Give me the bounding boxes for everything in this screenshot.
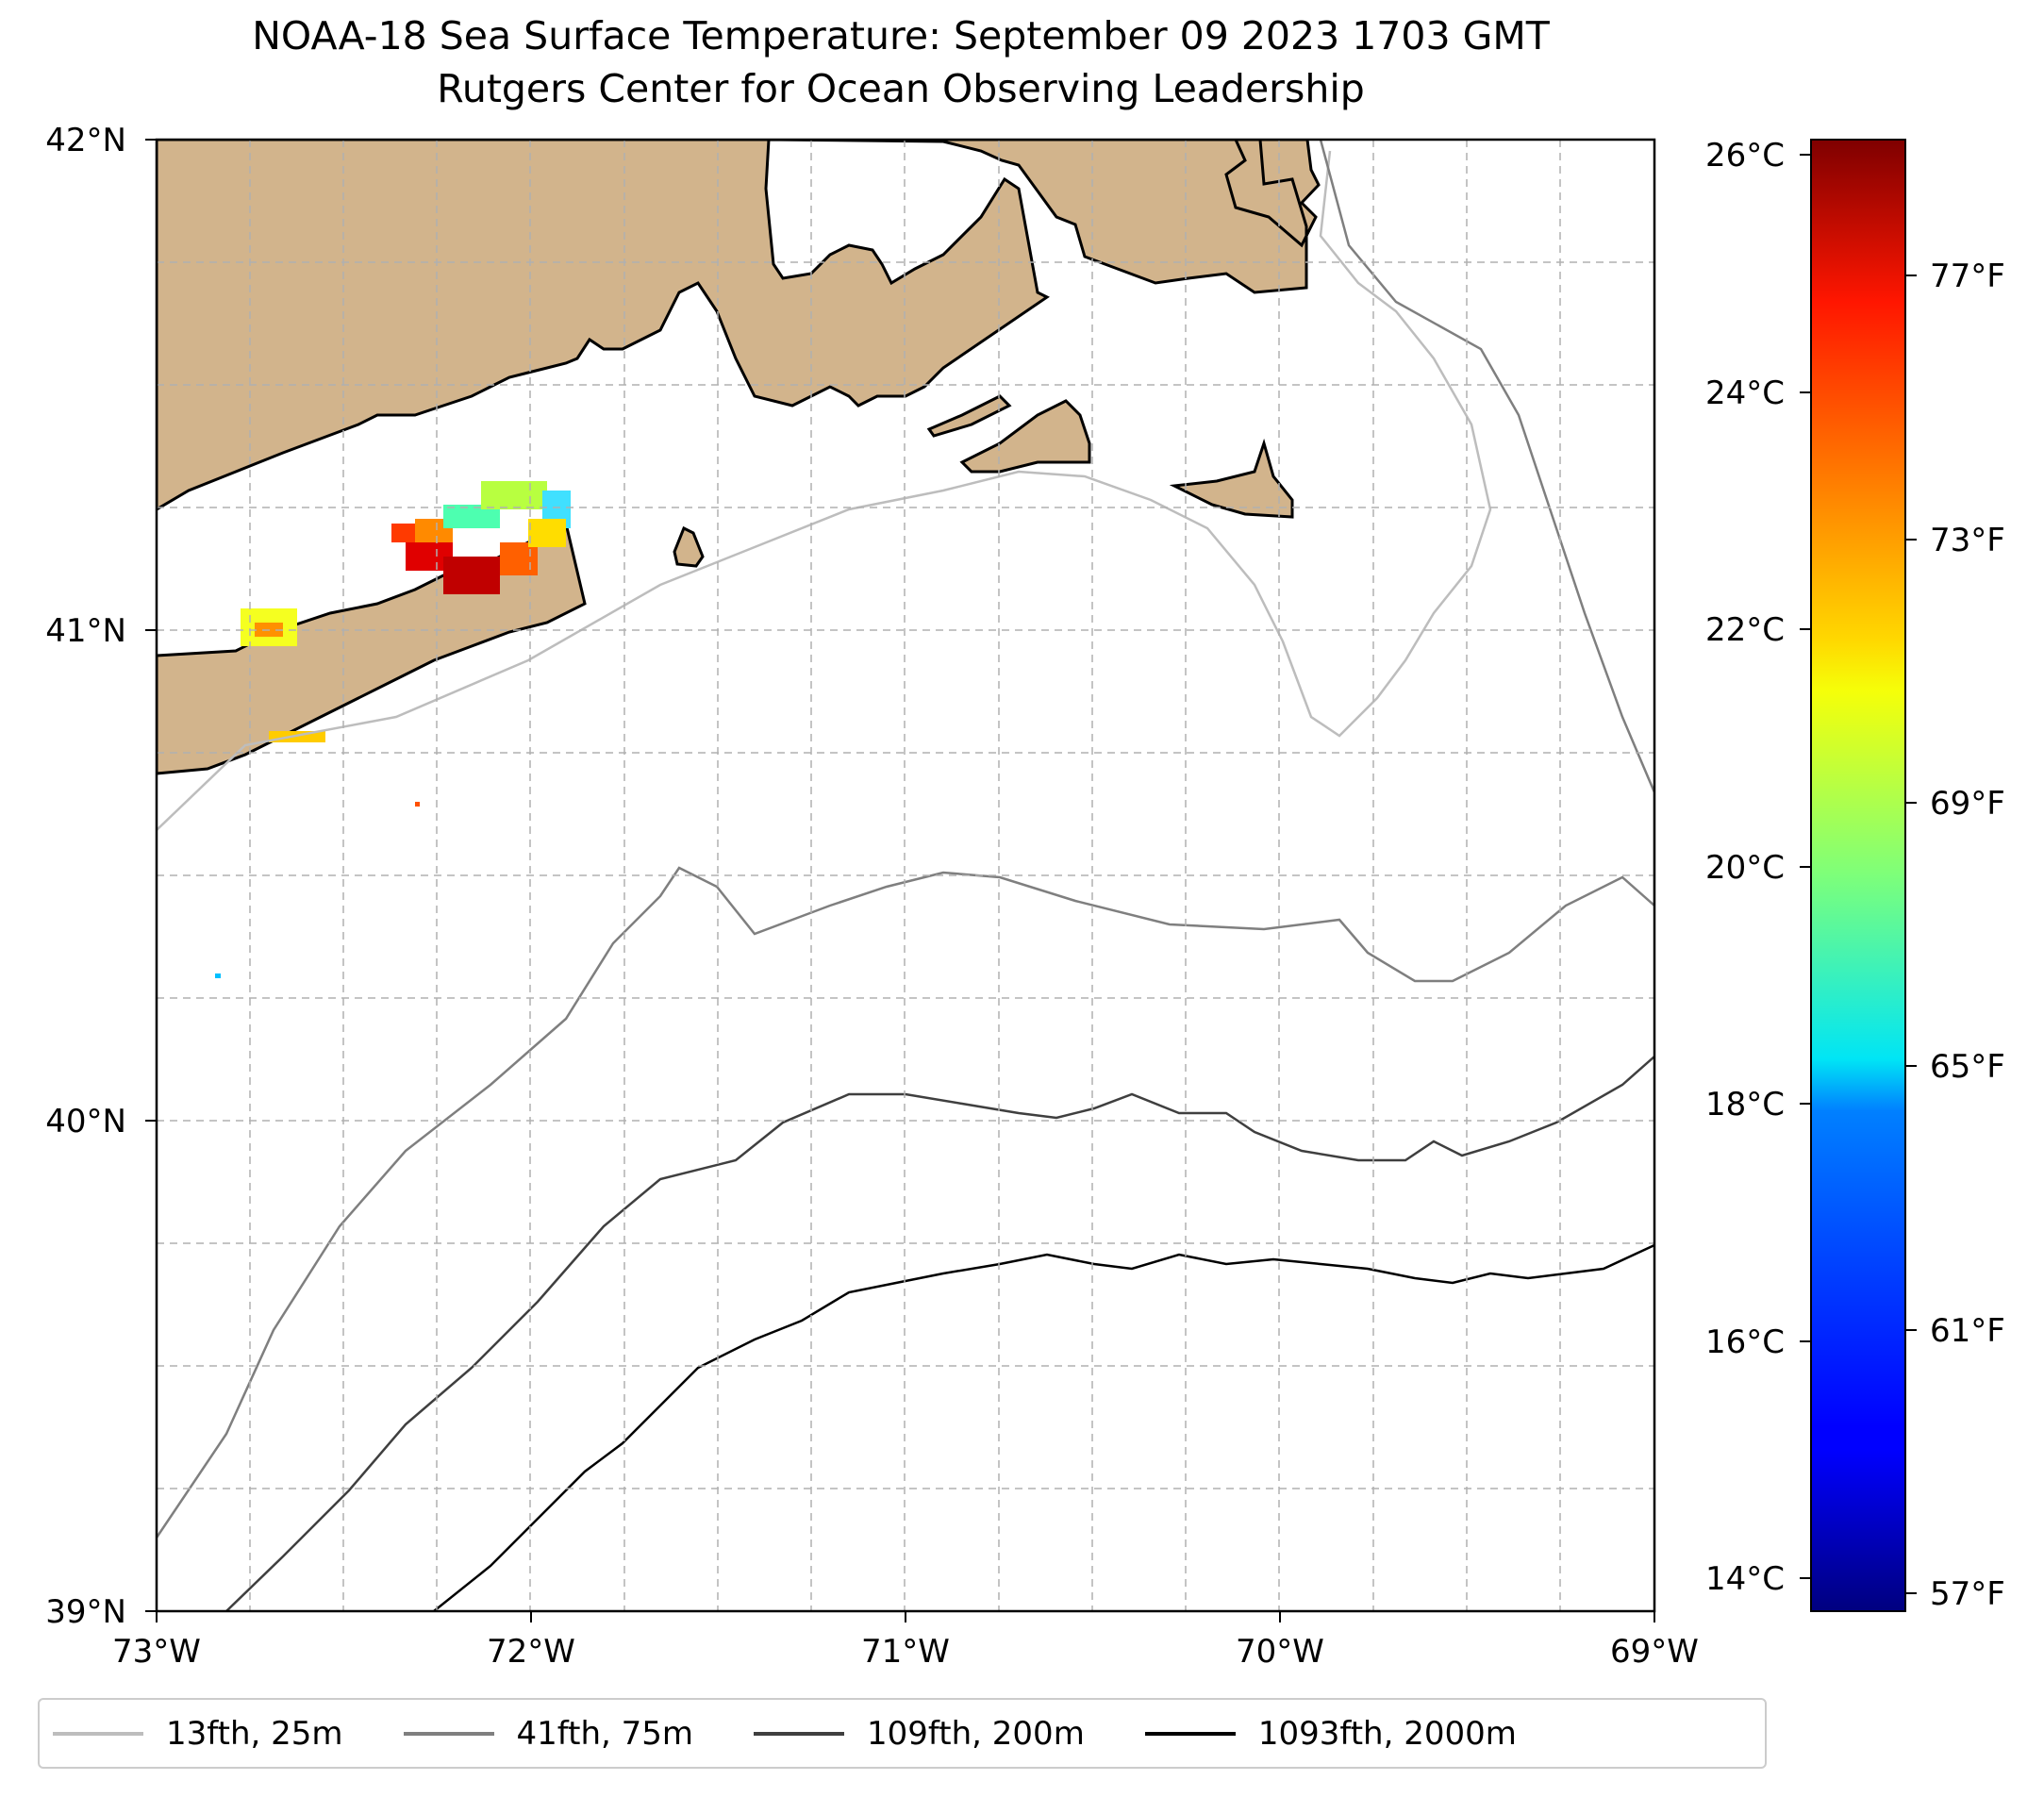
legend-label: 13fth, 25m	[166, 1714, 343, 1753]
legend-swatch	[1144, 1731, 1236, 1736]
lon-tick-label: 71°W	[861, 1633, 950, 1671]
lat-tick-label: 40°N	[45, 1103, 126, 1140]
celsius-tick-label: 22°C	[1705, 611, 1785, 649]
legend-swatch	[754, 1731, 845, 1736]
map-grid	[157, 140, 1654, 1611]
celsius-tick-label: 18°C	[1705, 1086, 1785, 1123]
legend-label: 1093fth, 2000m	[1257, 1714, 1517, 1753]
lon-tick-label: 72°W	[487, 1633, 575, 1671]
legend-item-25m: 13fth, 25m	[53, 1715, 343, 1753]
contour-200m	[225, 1056, 1654, 1611]
sst-patch	[528, 519, 566, 547]
land-connecticut-mass-ri	[157, 140, 1321, 511]
fahrenheit-tick-label: 57°F	[1930, 1575, 2005, 1613]
land-block-island	[673, 525, 705, 568]
contour-25m	[157, 150, 1492, 831]
celsius-tick-label: 20°C	[1705, 849, 1785, 887]
fahrenheit-tick-label: 65°F	[1930, 1048, 2005, 1086]
legend-swatch	[53, 1731, 143, 1736]
colorbar-fahrenheit-ticks	[1905, 275, 1917, 1594]
celsius-tick-label: 26°C	[1705, 137, 1785, 175]
legend-swatch	[403, 1731, 494, 1736]
legend-item-2000m: 1093fth, 2000m	[1144, 1714, 1517, 1753]
colorbar-celsius-ticks	[1800, 154, 1811, 1579]
lat-tick-label: 41°N	[45, 612, 126, 650]
fahrenheit-tick-label: 61°F	[1930, 1312, 2005, 1350]
sst-data-patches	[215, 481, 571, 978]
celsius-tick-label: 14°C	[1705, 1560, 1785, 1598]
contour-2000m	[433, 1243, 1654, 1611]
celsius-tick-label: 24°C	[1705, 374, 1785, 412]
land-elizabeth-islands	[926, 394, 1012, 438]
fahrenheit-tick-label: 73°F	[1930, 522, 2005, 559]
legend-label: 41fth, 75m	[516, 1714, 694, 1753]
fahrenheit-tick-label: 77°F	[1930, 258, 2005, 295]
lon-tick-label: 73°W	[112, 1633, 201, 1671]
lon-tick-label: 69°W	[1610, 1633, 1699, 1671]
sst-patch	[391, 524, 415, 542]
lon-tick-label: 70°W	[1236, 1633, 1324, 1671]
sst-patch	[443, 557, 500, 594]
legend-item-200m: 109fth, 200m	[754, 1715, 1085, 1753]
colorbar	[1810, 139, 1906, 1612]
sst-patch	[481, 481, 547, 509]
depth-legend: 13fth, 25m 41fth, 75m 109fth, 200m 1093f…	[38, 1698, 1767, 1769]
map-content	[157, 140, 1654, 1611]
lat-axis	[145, 139, 157, 1612]
fahrenheit-tick-label: 69°F	[1930, 785, 2005, 823]
land-marthas-vineyard	[959, 399, 1091, 474]
legend-item-75m: 41fth, 75m	[403, 1714, 694, 1753]
lat-tick-label: 39°N	[45, 1593, 126, 1631]
sst-patch	[215, 973, 221, 978]
sst-patch	[415, 802, 420, 807]
sst-patch	[500, 542, 538, 575]
lat-tick-label: 42°N	[45, 122, 126, 159]
celsius-tick-label: 16°C	[1705, 1323, 1785, 1361]
title-line-2: Rutgers Center for Ocean Observing Leade…	[437, 66, 1365, 111]
legend-label: 109fth, 200m	[867, 1714, 1085, 1753]
land-nantucket	[1169, 438, 1294, 519]
title-line-1: NOAA-18 Sea Surface Temperature: Septemb…	[252, 13, 1550, 58]
contour-75m	[157, 140, 1654, 1539]
lon-axis	[156, 1611, 1655, 1622]
